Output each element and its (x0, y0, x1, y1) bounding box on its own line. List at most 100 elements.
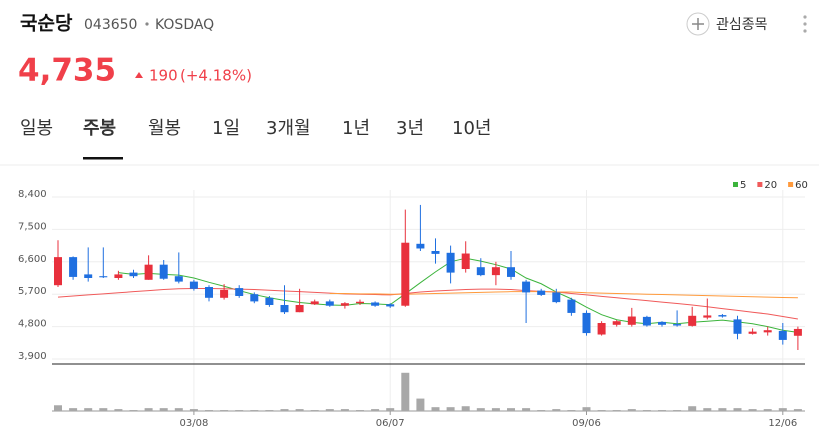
tab[interactable]: 10년 (452, 118, 491, 139)
candle-body (265, 297, 274, 305)
volume-bar (673, 410, 682, 411)
candle-body (371, 302, 380, 306)
moving-average-line (118, 257, 798, 333)
candle (461, 241, 470, 273)
candle (401, 209, 410, 307)
volume-bar (476, 408, 485, 411)
y-tick-label: 8,400 (18, 189, 47, 200)
legend-label: 60 (795, 180, 808, 191)
tab[interactable]: 3년 (396, 118, 424, 139)
market: KOSDAQ (155, 17, 214, 33)
candle-body (793, 328, 802, 336)
watch-button[interactable]: 관심종목 (686, 12, 768, 36)
volume-bar (69, 408, 78, 411)
volume-bar (220, 410, 229, 411)
watch-icon[interactable] (686, 12, 710, 36)
candle-body (159, 264, 168, 279)
volume-bar (250, 410, 259, 411)
candle (159, 260, 168, 280)
more-menu[interactable] (803, 15, 807, 33)
candle-body (386, 304, 395, 307)
moving-average-line (57, 287, 798, 320)
candle (658, 321, 666, 327)
legend-label: 5 (740, 180, 746, 191)
candle-body (174, 276, 183, 282)
plus (692, 18, 704, 30)
candle-body (582, 312, 591, 334)
tab[interactable]: 월봉 (148, 118, 181, 139)
candle-body (325, 301, 334, 306)
volume-bar (793, 409, 802, 411)
volume-bar (461, 406, 470, 411)
candle (537, 288, 546, 296)
volume-bar (627, 409, 636, 411)
candle (69, 256, 78, 280)
volume-bar (537, 410, 546, 411)
volume-bar (703, 408, 712, 411)
tab[interactable]: 1년 (342, 118, 370, 139)
watch-label[interactable]: 관심종목 (716, 17, 768, 33)
volume-bar (763, 409, 772, 411)
tab[interactable]: 3개월 (266, 118, 311, 139)
candle (597, 321, 606, 336)
candle-body (310, 301, 319, 305)
change: 190 (149, 67, 178, 85)
candle (718, 314, 727, 318)
candle (431, 238, 440, 264)
candle-body (673, 324, 682, 326)
legend-swatch (757, 182, 763, 187)
candle (793, 326, 802, 350)
legend-swatch (788, 182, 794, 187)
candle (371, 301, 380, 307)
candle-body (356, 301, 364, 304)
candle (567, 297, 576, 316)
volume-bar (129, 410, 138, 411)
y-tick-label: 4,800 (18, 319, 47, 330)
candle (84, 247, 93, 282)
candle-body (688, 315, 697, 326)
candle (235, 285, 244, 298)
tabs: 일봉 주봉 월봉 1일 3개월 1년 3년 10년 (20, 118, 491, 160)
candle-body (99, 276, 108, 278)
candle (189, 279, 198, 291)
volume-bar (114, 409, 123, 411)
x-tick-label: 12/06 (768, 418, 797, 429)
tab[interactable]: 1일 (212, 118, 240, 139)
y-tick-label: 3,900 (18, 351, 47, 362)
candle (703, 298, 712, 320)
candle (476, 258, 485, 277)
tab[interactable]: 주봉 (83, 118, 116, 139)
candle (416, 204, 425, 251)
candle-body (627, 316, 636, 325)
candle (673, 310, 682, 327)
x-tick-label: 06/07 (376, 418, 405, 429)
candle (748, 328, 757, 335)
volume-bar (280, 409, 289, 411)
volume-bar (431, 407, 440, 411)
candle (114, 270, 123, 280)
x-tick-label: 09/06 (572, 418, 601, 429)
candle-body (703, 315, 712, 318)
volume-bar (295, 409, 304, 411)
candle-body (114, 274, 123, 278)
legend-swatch (733, 182, 738, 187)
volume-bar (235, 410, 244, 411)
candle (627, 307, 636, 327)
volume-bar (733, 408, 742, 411)
candle (174, 252, 183, 284)
volume-bar (522, 408, 531, 411)
volume-bar (159, 408, 168, 411)
volume-bar (371, 409, 380, 411)
price: 4,735 (18, 53, 116, 89)
change-percent: (+4.18%) (180, 67, 252, 85)
volume-bar (310, 410, 319, 411)
tab[interactable]: 일봉 (20, 118, 53, 139)
volume-bar (99, 408, 108, 411)
candle-body (718, 315, 727, 317)
candle (129, 269, 138, 278)
y-tick-label: 7,500 (18, 221, 47, 232)
candle-body (54, 257, 62, 286)
candle-body (446, 252, 455, 273)
candle (778, 323, 787, 345)
volume-bar (778, 408, 787, 411)
